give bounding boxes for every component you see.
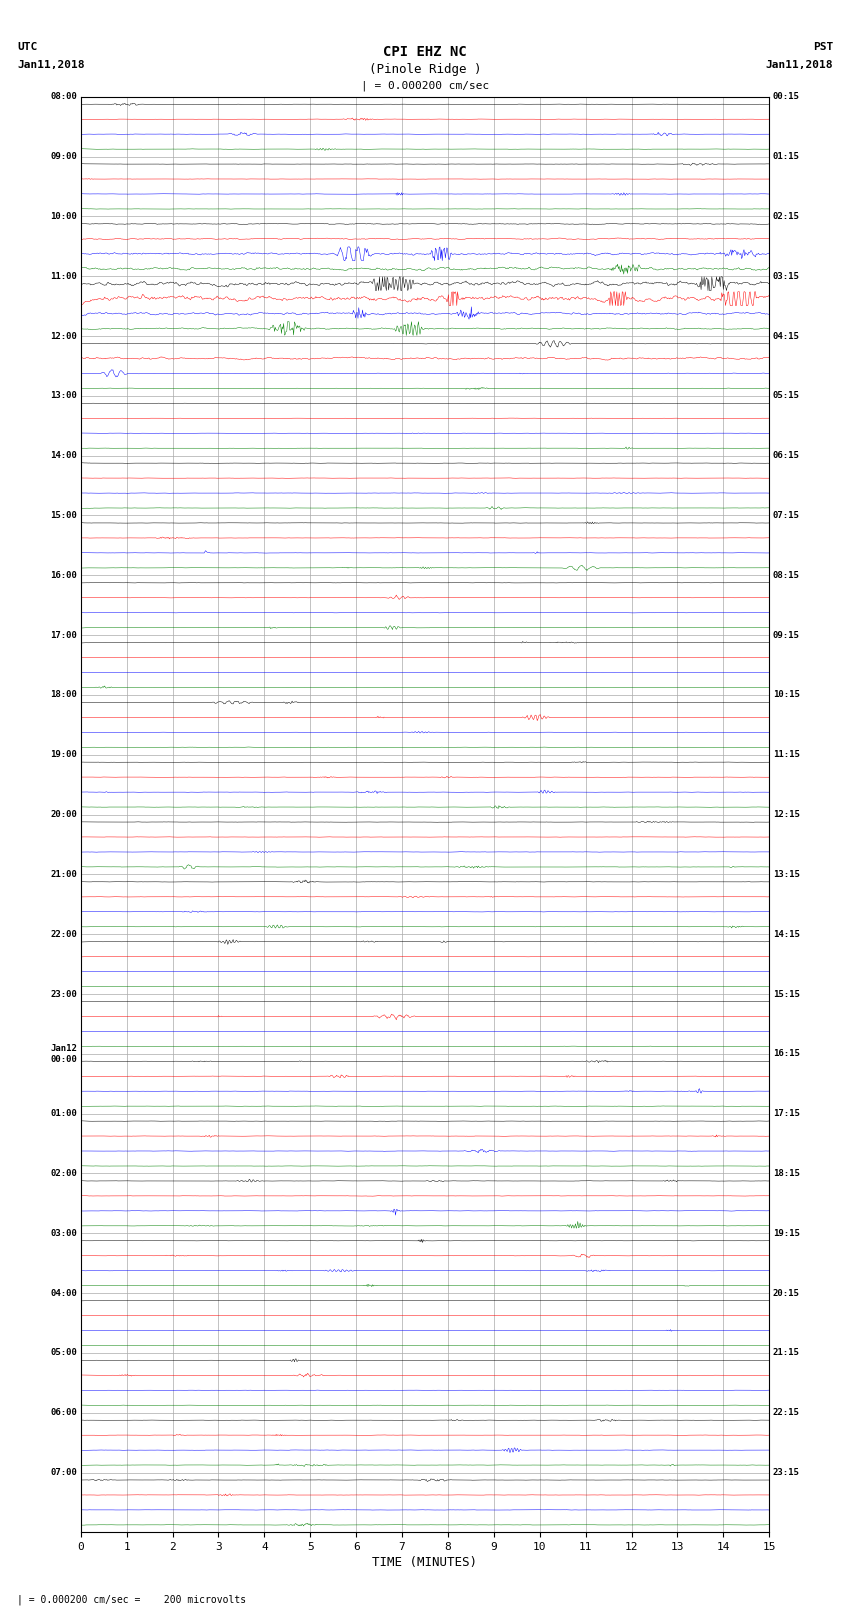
Text: 17:00: 17:00 — [50, 631, 77, 640]
Text: 04:15: 04:15 — [773, 332, 800, 340]
Text: 22:00: 22:00 — [50, 929, 77, 939]
Text: 07:00: 07:00 — [50, 1468, 77, 1478]
Text: 20:00: 20:00 — [50, 810, 77, 819]
Text: 21:00: 21:00 — [50, 869, 77, 879]
Text: 14:15: 14:15 — [773, 929, 800, 939]
Text: UTC: UTC — [17, 42, 37, 52]
Text: (Pinole Ridge ): (Pinole Ridge ) — [369, 63, 481, 76]
Text: 11:15: 11:15 — [773, 750, 800, 760]
Text: Jan11,2018: Jan11,2018 — [17, 60, 84, 69]
Text: 02:00: 02:00 — [50, 1169, 77, 1177]
Text: 16:15: 16:15 — [773, 1050, 800, 1058]
Text: 08:15: 08:15 — [773, 571, 800, 579]
Text: 09:00: 09:00 — [50, 152, 77, 161]
Text: 23:00: 23:00 — [50, 989, 77, 998]
Text: 10:15: 10:15 — [773, 690, 800, 700]
Text: 11:00: 11:00 — [50, 271, 77, 281]
Text: PST: PST — [813, 42, 833, 52]
Text: 18:00: 18:00 — [50, 690, 77, 700]
Text: 19:15: 19:15 — [773, 1229, 800, 1237]
Text: 01:15: 01:15 — [773, 152, 800, 161]
Text: 19:00: 19:00 — [50, 750, 77, 760]
Text: 15:00: 15:00 — [50, 511, 77, 519]
Text: 22:15: 22:15 — [773, 1408, 800, 1418]
Text: 20:15: 20:15 — [773, 1289, 800, 1297]
Text: 06:00: 06:00 — [50, 1408, 77, 1418]
Text: 00:15: 00:15 — [773, 92, 800, 102]
Text: 14:00: 14:00 — [50, 452, 77, 460]
Text: 16:00: 16:00 — [50, 571, 77, 579]
Text: 10:00: 10:00 — [50, 211, 77, 221]
Text: 08:00: 08:00 — [50, 92, 77, 102]
Text: 15:15: 15:15 — [773, 989, 800, 998]
Text: 12:15: 12:15 — [773, 810, 800, 819]
Text: | = 0.000200 cm/sec: | = 0.000200 cm/sec — [361, 81, 489, 92]
Text: 05:15: 05:15 — [773, 392, 800, 400]
Text: 13:00: 13:00 — [50, 392, 77, 400]
Text: 04:00: 04:00 — [50, 1289, 77, 1297]
Text: 06:15: 06:15 — [773, 452, 800, 460]
Text: Jan12
00:00: Jan12 00:00 — [50, 1044, 77, 1063]
Text: 07:15: 07:15 — [773, 511, 800, 519]
Text: 17:15: 17:15 — [773, 1110, 800, 1118]
Text: 13:15: 13:15 — [773, 869, 800, 879]
Text: CPI EHZ NC: CPI EHZ NC — [383, 45, 467, 60]
Text: 01:00: 01:00 — [50, 1110, 77, 1118]
Text: 18:15: 18:15 — [773, 1169, 800, 1177]
Text: Jan11,2018: Jan11,2018 — [766, 60, 833, 69]
Text: 02:15: 02:15 — [773, 211, 800, 221]
Text: | = 0.000200 cm/sec =    200 microvolts: | = 0.000200 cm/sec = 200 microvolts — [17, 1594, 246, 1605]
Text: 23:15: 23:15 — [773, 1468, 800, 1478]
Text: 03:00: 03:00 — [50, 1229, 77, 1237]
Text: 05:00: 05:00 — [50, 1348, 77, 1358]
Text: 03:15: 03:15 — [773, 271, 800, 281]
Text: 09:15: 09:15 — [773, 631, 800, 640]
Text: 21:15: 21:15 — [773, 1348, 800, 1358]
X-axis label: TIME (MINUTES): TIME (MINUTES) — [372, 1557, 478, 1569]
Text: 12:00: 12:00 — [50, 332, 77, 340]
